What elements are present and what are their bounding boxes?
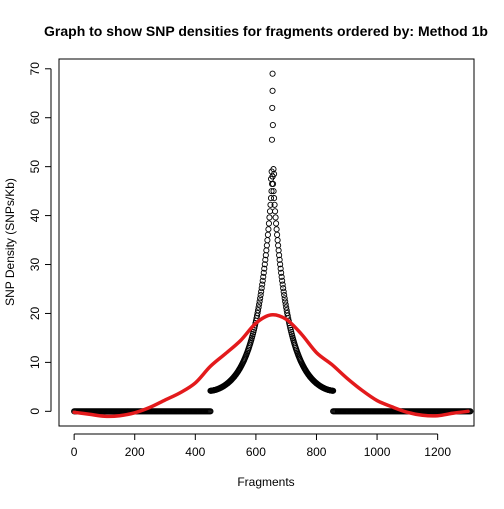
data-point — [276, 243, 281, 248]
data-point — [265, 232, 270, 237]
x-tick-label: 800 — [306, 445, 326, 459]
data-point — [267, 215, 272, 220]
data-point — [275, 232, 280, 237]
y-tick-label: 0 — [28, 408, 42, 415]
data-point — [266, 221, 271, 226]
data-point — [267, 209, 272, 214]
y-tick-label: 50 — [28, 160, 42, 174]
y-tick-label: 60 — [28, 111, 42, 125]
data-point — [274, 227, 279, 232]
data-point — [271, 195, 276, 200]
data-point — [269, 137, 274, 142]
data-point — [270, 105, 275, 110]
data-point — [273, 221, 278, 226]
data-point — [275, 238, 280, 243]
data-point — [266, 227, 271, 232]
data-point — [272, 209, 277, 214]
data-point — [270, 71, 275, 76]
y-tick-label: 10 — [28, 355, 42, 369]
y-tick-label: 70 — [28, 62, 42, 76]
x-tick-label: 1000 — [364, 445, 391, 459]
x-tick-label: 0 — [71, 445, 78, 459]
x-tick-label: 200 — [125, 445, 145, 459]
x-tick-label: 400 — [185, 445, 205, 459]
x-tick-label: 600 — [246, 445, 266, 459]
y-tick-label: 20 — [28, 306, 42, 320]
y-axis-label: SNP Density (SNPs/Kb) — [3, 178, 17, 306]
data-point — [270, 122, 275, 127]
y-tick-label: 40 — [28, 209, 42, 223]
x-axis: 0 200 400 600 800 1000 1200 — [71, 434, 452, 459]
smooth-density-line — [74, 315, 468, 417]
smooth-line-layer — [74, 315, 468, 417]
y-axis: 0 10 20 30 40 50 60 70 — [28, 62, 51, 415]
chart-title: Graph to show SNP densities for fragment… — [44, 23, 488, 39]
data-point — [273, 215, 278, 220]
data-point — [270, 88, 275, 93]
data-point — [265, 238, 270, 243]
scatter-points — [72, 71, 473, 414]
x-axis-label: Fragments — [237, 475, 294, 489]
data-point — [264, 243, 269, 248]
y-tick-label: 30 — [28, 258, 42, 272]
x-tick-label: 1200 — [424, 445, 451, 459]
